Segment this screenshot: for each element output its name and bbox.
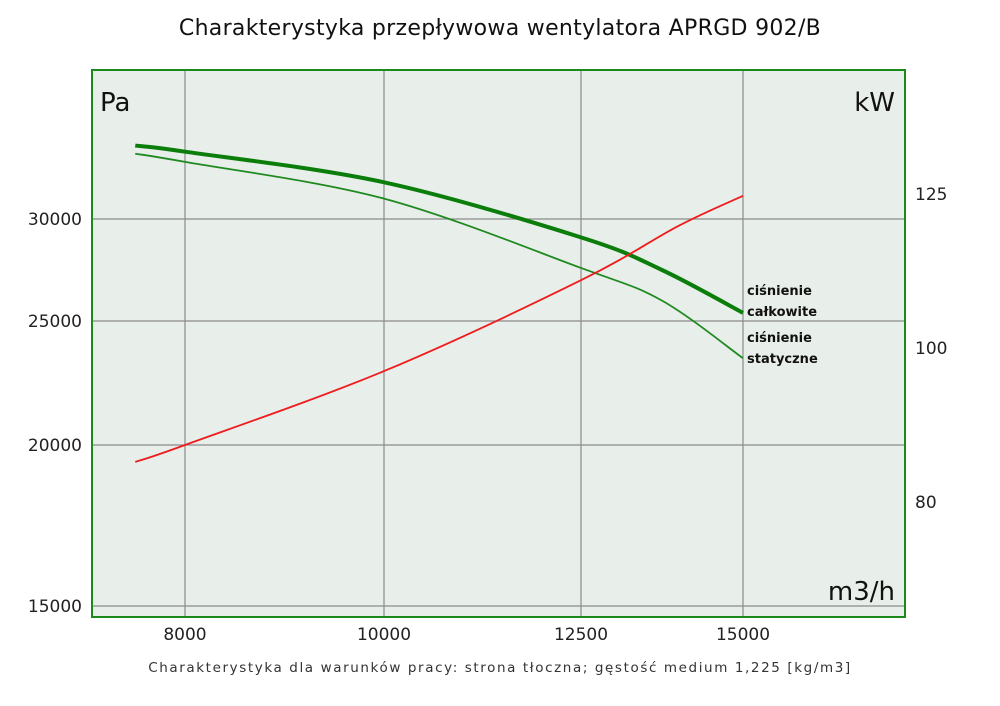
series-power xyxy=(134,195,744,463)
x-tick-label: 10000 xyxy=(357,625,411,645)
plot-area xyxy=(92,70,905,617)
y-right-tick-label: 100 xyxy=(915,339,947,359)
curve-label: statyczne xyxy=(747,352,818,367)
curve-label: ciśnienie xyxy=(747,284,812,299)
footnote: Charakterystyka dla warunków pracy: stro… xyxy=(148,660,852,676)
y-left-tick-label: 20000 xyxy=(28,436,82,456)
y-left-tick-label: 15000 xyxy=(28,597,82,617)
series-static-pressure xyxy=(135,152,744,359)
y-right-unit: kW xyxy=(854,88,895,118)
x-tick-label: 8000 xyxy=(163,625,206,645)
y-left-tick-label: 25000 xyxy=(28,312,82,332)
curve-label: ciśnienie xyxy=(747,331,812,346)
curve-label: całkowite xyxy=(747,305,817,320)
x-unit: m3/h xyxy=(828,577,895,607)
plot-frame xyxy=(91,69,906,618)
y-right-tick-label: 125 xyxy=(915,185,947,205)
tick-labels: 8000 10000 12500 15000 15000 20000 25000 30000 8… xyxy=(28,185,948,645)
y-left-tick-label: 30000 xyxy=(28,210,82,230)
x-tick-label: 12500 xyxy=(554,625,608,645)
series-group xyxy=(134,143,744,463)
y-right-tick-label: 80 xyxy=(915,493,937,513)
series-total-pressure xyxy=(135,143,744,315)
y-left-unit: Pa xyxy=(100,88,130,118)
chart-title: Charakterystyka przepływowa wentylatora … xyxy=(178,16,822,41)
x-tick-label: 15000 xyxy=(716,625,770,645)
curve-labels: ciśnienie całkowite ciśnienie statyczne xyxy=(747,284,818,367)
